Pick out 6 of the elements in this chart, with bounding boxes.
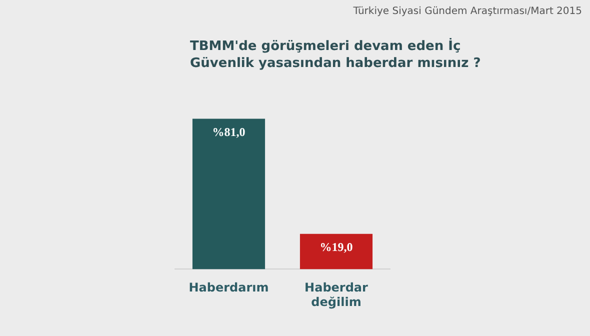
data-label: %81,0: [212, 124, 246, 139]
x-tick-label: Haberdarım: [188, 280, 269, 295]
x-tick-label: Haberdar değilim: [304, 280, 368, 309]
text: Türkiye Siyasi Gündem Araştırması/Mart 2015: [353, 6, 582, 17]
chart-title: TBMM'de görüşmeleri devam eden İç Güvenlik yasasından haberdar mısınız ?: [190, 38, 482, 72]
data-label: %19,0: [320, 240, 353, 254]
